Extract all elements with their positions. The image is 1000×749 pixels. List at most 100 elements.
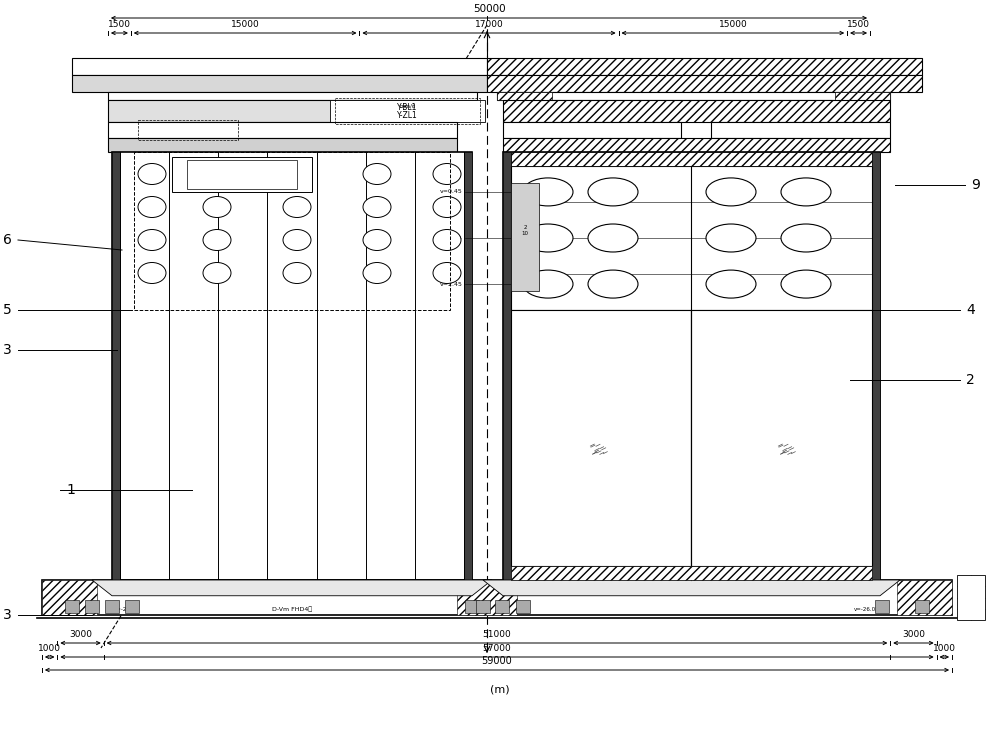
Bar <box>497 92 552 100</box>
Bar <box>125 600 139 613</box>
Ellipse shape <box>523 178 573 206</box>
Text: 15000: 15000 <box>231 20 260 29</box>
Ellipse shape <box>363 229 391 250</box>
Bar <box>872 152 880 580</box>
Bar <box>875 600 889 613</box>
Text: 5: 5 <box>3 303 12 317</box>
Ellipse shape <box>363 262 391 284</box>
Bar <box>511 152 872 166</box>
Bar <box>497 92 890 100</box>
Ellipse shape <box>433 163 461 184</box>
Ellipse shape <box>203 262 231 284</box>
Bar <box>108 122 457 138</box>
Text: v=0.45: v=0.45 <box>440 189 463 195</box>
Bar <box>835 92 890 100</box>
Bar <box>42 580 952 615</box>
Ellipse shape <box>523 270 573 298</box>
Ellipse shape <box>706 270 756 298</box>
Ellipse shape <box>138 262 166 284</box>
Ellipse shape <box>433 262 461 284</box>
Text: 51000: 51000 <box>483 630 511 639</box>
Bar <box>503 138 890 152</box>
Bar <box>495 600 509 613</box>
Bar <box>503 152 511 580</box>
Ellipse shape <box>523 224 573 252</box>
Bar <box>711 122 890 138</box>
Bar <box>511 184 539 291</box>
Text: Y-ZL1: Y-ZL1 <box>397 111 418 120</box>
Bar <box>516 600 530 613</box>
Ellipse shape <box>138 196 166 217</box>
Bar <box>108 138 457 152</box>
Text: 59000: 59000 <box>482 656 512 666</box>
Polygon shape <box>483 580 900 595</box>
Text: 57000: 57000 <box>483 644 511 653</box>
Ellipse shape <box>363 163 391 184</box>
Ellipse shape <box>138 163 166 184</box>
Bar <box>915 600 929 613</box>
Ellipse shape <box>283 229 311 250</box>
Ellipse shape <box>203 229 231 250</box>
Bar <box>503 152 880 580</box>
Text: 50000: 50000 <box>473 4 505 14</box>
Ellipse shape <box>363 196 391 217</box>
Text: v=2.45: v=2.45 <box>440 235 463 240</box>
Ellipse shape <box>203 196 231 217</box>
Ellipse shape <box>283 262 311 284</box>
Text: 9: 9 <box>971 178 980 192</box>
Text: 1000: 1000 <box>933 644 956 653</box>
Bar <box>65 600 79 613</box>
Text: 3000: 3000 <box>69 630 92 639</box>
Bar <box>105 600 119 613</box>
Bar <box>138 120 238 140</box>
Ellipse shape <box>781 224 831 252</box>
Bar <box>330 100 485 122</box>
Bar <box>187 160 297 189</box>
Ellipse shape <box>588 224 638 252</box>
Bar <box>503 100 890 122</box>
Bar <box>897 580 952 615</box>
Polygon shape <box>92 580 492 595</box>
Text: 1500: 1500 <box>108 20 131 29</box>
Text: 6: 6 <box>3 233 12 247</box>
Bar <box>511 310 691 566</box>
Text: 1000: 1000 <box>38 644 61 653</box>
Bar <box>487 75 922 92</box>
Ellipse shape <box>588 270 638 298</box>
Bar <box>172 157 312 192</box>
Bar <box>464 152 472 580</box>
Bar <box>691 310 872 566</box>
Ellipse shape <box>283 163 311 184</box>
Bar <box>108 100 457 122</box>
Text: 1: 1 <box>66 483 75 497</box>
Bar <box>134 152 450 310</box>
Text: v=-26.01: v=-26.01 <box>854 607 880 612</box>
Bar <box>476 600 490 613</box>
Bar <box>503 122 681 138</box>
Text: mm/d: mm/d <box>399 103 416 108</box>
Text: Y-BL1: Y-BL1 <box>397 103 418 112</box>
Bar <box>465 600 479 613</box>
Bar <box>72 75 487 92</box>
Ellipse shape <box>433 229 461 250</box>
Text: 4: 4 <box>966 303 975 317</box>
Ellipse shape <box>706 224 756 252</box>
Bar <box>487 58 922 75</box>
Bar <box>511 566 872 580</box>
Bar <box>511 166 872 310</box>
Ellipse shape <box>588 178 638 206</box>
Text: 17000: 17000 <box>475 20 503 29</box>
Ellipse shape <box>781 270 831 298</box>
Text: 2
10: 2 10 <box>522 225 528 236</box>
Bar <box>112 152 472 580</box>
Text: v=2.45: v=2.45 <box>440 282 463 287</box>
Ellipse shape <box>781 178 831 206</box>
Ellipse shape <box>138 229 166 250</box>
Ellipse shape <box>203 163 231 184</box>
Text: 3000: 3000 <box>902 630 925 639</box>
Ellipse shape <box>706 178 756 206</box>
Bar <box>457 580 517 615</box>
Text: 3: 3 <box>3 343 12 357</box>
Bar <box>72 58 487 75</box>
Text: 15000: 15000 <box>718 20 747 29</box>
